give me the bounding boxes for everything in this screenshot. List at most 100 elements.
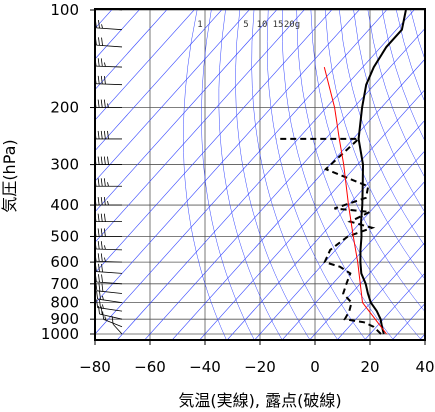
x-tick-label: −40: [189, 358, 221, 376]
y-tick-label: 900: [50, 310, 79, 328]
barb-flag: [100, 75, 103, 85]
y-tick-label: 600: [50, 253, 79, 271]
barb-staff: [97, 307, 123, 312]
isotherm-line: [144, 27, 425, 340]
isotherm-line: [199, 89, 425, 340]
barb-staff: [103, 319, 123, 328]
isotherm-line: [95, 9, 196, 121]
profiles: [276, 9, 407, 335]
barb-staff: [99, 313, 123, 320]
barb-flag: [101, 274, 103, 283]
isotherm-line: [364, 272, 425, 340]
y-tick-label: 700: [50, 275, 79, 293]
barb-staff: [96, 271, 123, 274]
y-tick-label: 200: [50, 99, 79, 117]
barb-flag: [104, 316, 107, 321]
dry-adiabat: [251, 9, 339, 340]
mixing-ratio-label: 1: [197, 20, 202, 30]
barb-staff: [96, 83, 123, 86]
barb-flag: [102, 295, 104, 300]
barb-flag: [100, 253, 103, 262]
dry-adiabat: [367, 9, 425, 179]
x-tick-label: 40: [415, 358, 434, 376]
dry-adiabats: [183, 9, 425, 340]
isotherm-line: [95, 9, 168, 91]
dry-adiabat: [218, 9, 283, 340]
barb-flag: [97, 75, 100, 84]
mixing-ratio-labels: 1 5 10 15 20g: [197, 20, 300, 30]
barb-flag: [101, 37, 103, 46]
barb-staff: [97, 298, 123, 303]
barb-flag: [103, 213, 106, 222]
dry-adiabat: [201, 9, 255, 340]
barb-flag: [99, 291, 101, 300]
barb-flag: [98, 37, 100, 46]
y-tick-label: 500: [50, 227, 79, 245]
isotherm-line: [95, 9, 251, 182]
y-tick-label: 400: [50, 196, 79, 214]
isotherm-line: [336, 241, 425, 340]
barb-flag: [97, 253, 100, 262]
y-tick-label: 1000: [41, 325, 79, 343]
barb-flag: [98, 263, 100, 272]
barb-flag: [100, 241, 103, 250]
barb-flag: [104, 245, 106, 250]
dry-adiabat: [353, 9, 425, 213]
barb-flag: [100, 228, 103, 237]
barb-flag: [97, 197, 100, 206]
barb-flag: [97, 228, 100, 237]
barb-flag: [107, 200, 109, 206]
barb-flag: [100, 213, 103, 222]
barb-flag: [97, 58, 100, 67]
barb-flag: [103, 99, 106, 108]
x-tick-label: −60: [134, 358, 166, 376]
dry-adiabat: [324, 9, 425, 280]
barb-flag: [96, 0, 97, 7]
barb-flag: [97, 156, 100, 165]
barb-flag: [100, 58, 103, 67]
barb-flag: [102, 304, 104, 309]
mixing-ratio-label: 15: [273, 20, 284, 30]
barb-staff: [96, 44, 123, 48]
barb-flag: [103, 178, 106, 187]
barb-flag: [98, 20, 100, 29]
x-tick-label: −80: [79, 358, 111, 376]
mixing-ratio-label: 10: [257, 20, 268, 30]
dry-adiabat: [424, 9, 425, 12]
mixing-ratio-label: 5: [243, 20, 248, 30]
barb-flag: [97, 213, 100, 222]
isotherm-line: [95, 9, 278, 213]
mixing-ratio-label: 20g: [284, 20, 300, 30]
barb-flag: [97, 178, 100, 187]
wind-barb: [96, 299, 123, 312]
isotherm-line: [226, 119, 425, 340]
dry-adiabat: [310, 9, 425, 313]
isotherm-line: [95, 9, 306, 243]
barb-staff: [96, 27, 123, 31]
barb-flag: [107, 130, 109, 139]
barb-flag: [98, 283, 101, 292]
x-tick-label: −20: [244, 358, 276, 376]
dry-adiabat: [183, 9, 227, 340]
barb-flag: [103, 156, 106, 165]
reference-curve-line: [323, 66, 387, 335]
dry-adiabat: [235, 9, 311, 340]
barb-flag: [96, 299, 98, 308]
barb-flag: [104, 76, 106, 85]
isotherm-line: [95, 9, 223, 152]
barb-flag: [104, 257, 106, 262]
barb-flag: [101, 263, 103, 273]
barb-flag: [99, 0, 100, 8]
x-tick-label: 20: [360, 358, 379, 376]
barb-flag: [97, 130, 100, 139]
isotherm-line: [281, 180, 425, 340]
dry-adiabat: [339, 9, 425, 247]
temperature-line: [357, 9, 407, 335]
x-axis-ticks: −80 −60 −40 −20 0 20 40: [79, 340, 435, 376]
barb-flag: [103, 228, 106, 237]
dry-adiabat: [296, 9, 422, 340]
isotherm-line: [95, 9, 333, 274]
wind-barb: [95, 282, 123, 294]
isotherm-line: [116, 9, 416, 340]
barb-flag: [97, 241, 100, 250]
